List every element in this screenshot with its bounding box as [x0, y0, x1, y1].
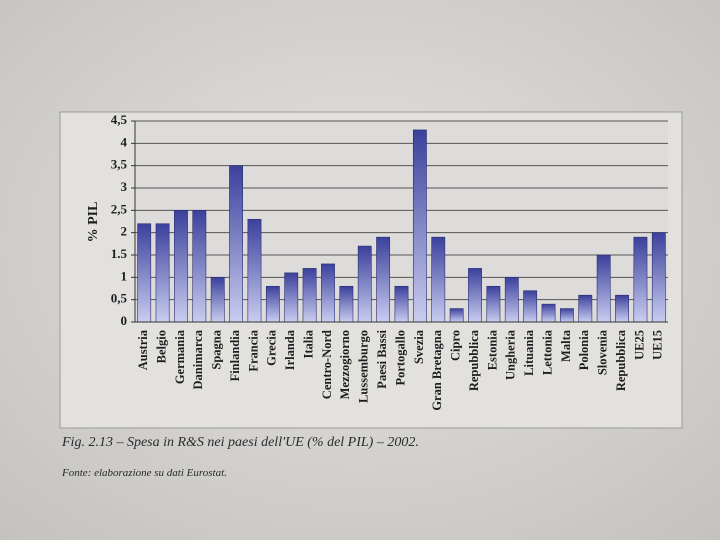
bar — [633, 236, 648, 323]
x-tick-label: Irlanda — [283, 329, 297, 370]
y-axis-label: % PIL — [86, 202, 101, 243]
bar — [651, 232, 666, 323]
bar — [210, 277, 225, 323]
bar — [449, 308, 464, 323]
bar — [284, 272, 299, 323]
bar — [596, 254, 611, 323]
x-tick-label: Spagna — [210, 329, 224, 369]
x-tick-label: Ungheria — [504, 329, 518, 380]
x-tick-label: Cipro — [449, 330, 463, 361]
bar — [523, 290, 538, 323]
x-tick-label: Francia — [246, 329, 260, 371]
bar — [394, 285, 409, 323]
bar — [155, 223, 170, 323]
x-tick-label: Lettonia — [540, 329, 554, 375]
x-tick-label: Finlandia — [228, 329, 242, 381]
bar — [486, 285, 501, 323]
bar — [559, 308, 574, 323]
bar — [615, 294, 629, 323]
y-tick-label: 0,5 — [111, 291, 128, 306]
bar — [412, 129, 427, 323]
x-tick-label: Gran Bretagna — [430, 329, 444, 410]
x-tick-label: Mezzogiorno — [338, 330, 352, 399]
bar — [504, 277, 519, 323]
bar — [578, 294, 593, 323]
bar — [192, 210, 207, 323]
y-tick-label: 3,5 — [111, 157, 128, 172]
x-tick-label: Centro-Nord — [320, 330, 334, 399]
y-tick-label: 1.5 — [111, 246, 128, 261]
bar — [431, 236, 446, 323]
bar — [229, 165, 244, 323]
x-tick-label: Belgio — [154, 330, 168, 363]
x-tick-label: Italia — [301, 329, 315, 358]
x-tick-label: Malta — [559, 329, 573, 362]
x-tick-label: Portogallo — [393, 330, 407, 386]
x-tick-label: UE15 — [651, 330, 665, 360]
x-tick-label: Grecia — [265, 329, 279, 366]
x-tick-label: Lituania — [522, 329, 536, 376]
x-tick-label: Lussemburgo — [357, 330, 371, 403]
bar — [321, 263, 335, 323]
x-tick-label: Polonia — [577, 329, 591, 370]
bar — [339, 285, 354, 323]
y-tick-label: 1 — [121, 268, 128, 283]
bar — [357, 245, 372, 323]
bar — [247, 218, 262, 323]
bar — [468, 268, 482, 323]
x-tick-label: Austria — [136, 329, 150, 370]
bar — [302, 268, 317, 323]
x-tick-label: Repubblica — [467, 329, 481, 391]
y-tick-label: 0 — [121, 313, 128, 328]
bar — [174, 210, 188, 323]
x-tick-label: UE25 — [632, 330, 646, 360]
x-tick-label: Germania — [173, 329, 187, 384]
y-tick-label: 3 — [121, 179, 128, 194]
bar — [137, 223, 152, 323]
bar — [265, 285, 280, 323]
x-tick-label: Svezia — [412, 329, 426, 364]
bar — [541, 303, 556, 323]
y-tick-label: 2 — [121, 224, 128, 239]
y-tick-label: 2,5 — [111, 201, 128, 216]
bar — [376, 236, 391, 323]
x-tick-label: Paesi Bassi — [375, 329, 389, 388]
x-tick-label: Estonia — [485, 329, 499, 370]
y-tick-label: 4 — [121, 134, 128, 149]
x-tick-label: Slovenia — [596, 329, 610, 375]
source: Fonte: elaborazione su dati Eurostat. — [61, 467, 227, 479]
x-tick-label: Repubblica — [614, 329, 628, 391]
caption: Fig. 2.13 – Spesa in R&S nei paesi dell'… — [61, 435, 419, 450]
x-tick-label: Danimarca — [191, 329, 205, 389]
y-tick-label: 4,5 — [111, 112, 128, 127]
